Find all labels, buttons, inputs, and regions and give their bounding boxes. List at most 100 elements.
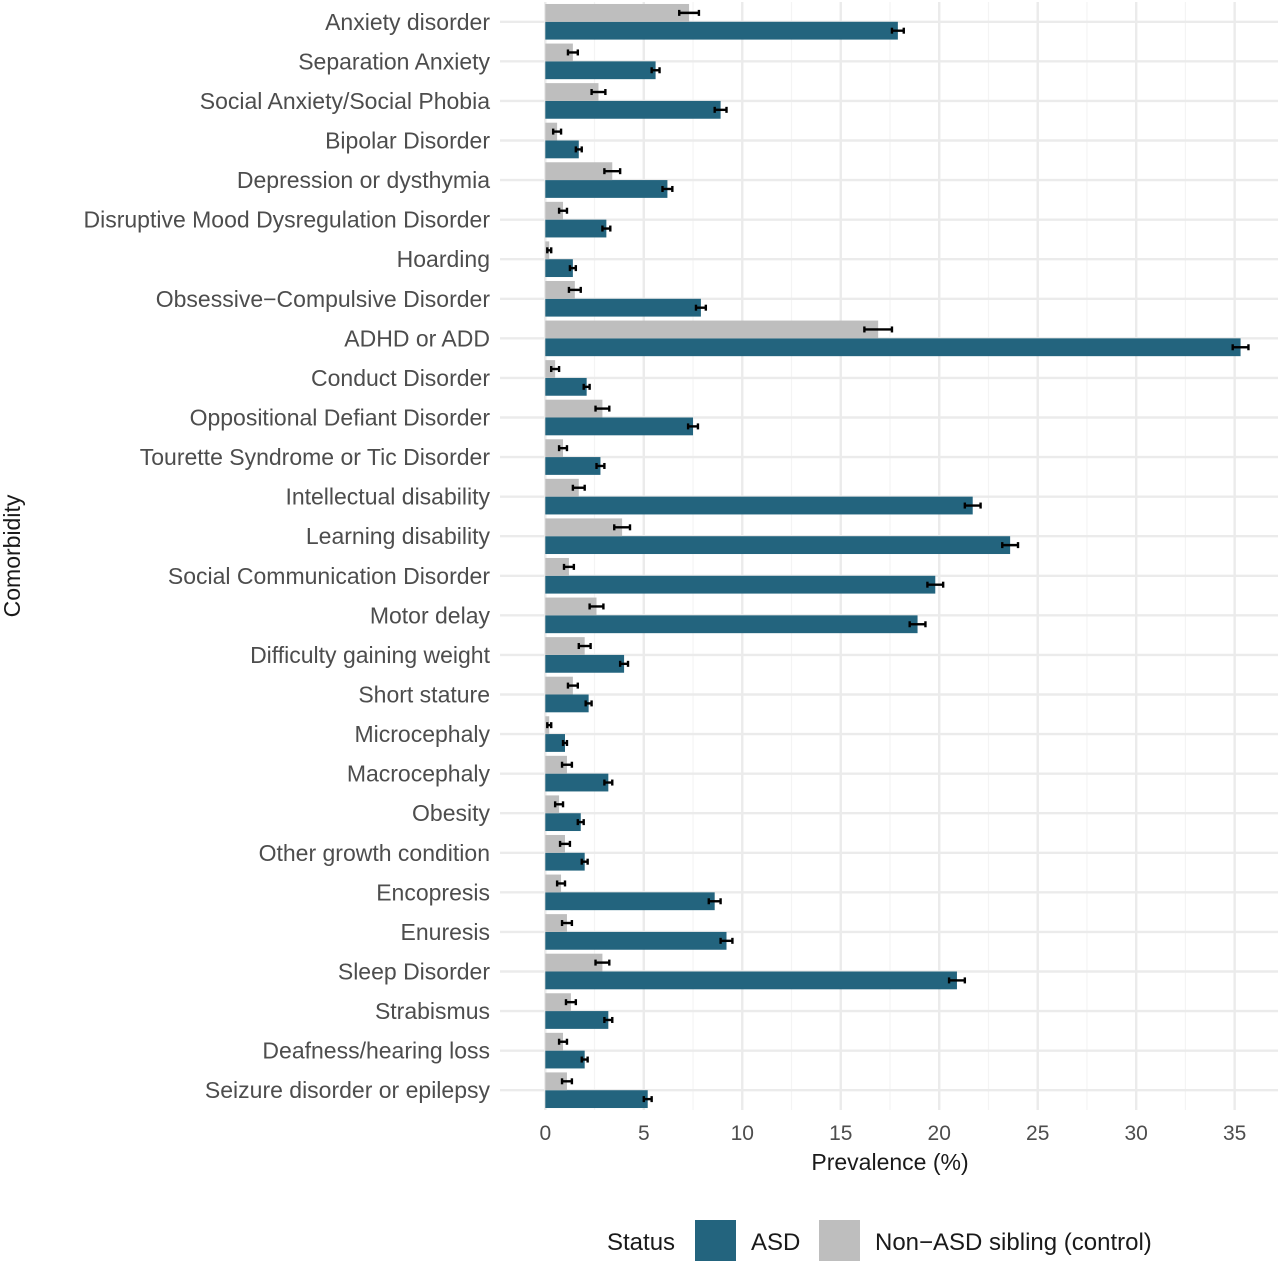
bar-non-asd-sibling-control-short-stature [545, 676, 573, 695]
bar-non-asd-sibling-control-learning-disability [545, 518, 623, 537]
bar-non-asd-sibling-control-deafness-hearing-loss [545, 1032, 564, 1051]
errorbar-non-asd-sibling-control-adhd-or-add [863, 326, 894, 333]
bar-non-asd-sibling-control-obsessive-compulsive-disorder [545, 280, 575, 299]
bar-non-asd-sibling-control-encopresis [545, 874, 562, 893]
bar-non-asd-sibling-control-intellectual-disability [545, 478, 579, 497]
category-label: Motor delay [370, 602, 491, 628]
x-axis-title: Prevalence (%) [811, 1149, 968, 1175]
errorbar-non-asd-sibling-control-encopresis [555, 880, 567, 887]
bar-non-asd-sibling-control-tourette-syndrome-or-tic-disorder [545, 439, 564, 458]
legend-key-control [819, 1220, 860, 1261]
errorbar-asd-adhd-or-add [1231, 344, 1250, 351]
category-label: ADHD or ADD [344, 325, 490, 351]
category-label: Obesity [412, 800, 490, 826]
errorbar-asd-macrocephaly [603, 779, 614, 786]
bar-asd-difficulty-gaining-weight [545, 654, 625, 673]
x-tick-label: 35 [1223, 1122, 1246, 1145]
bar-asd-seizure-disorder-or-epilepsy [545, 1090, 648, 1109]
errorbar-non-asd-sibling-control-obsessive-compulsive-disorder [567, 286, 582, 293]
errorbar-non-asd-sibling-control-conduct-disorder [550, 366, 561, 373]
category-label: Short stature [358, 682, 490, 708]
errorbar-non-asd-sibling-control-social-communication-disorder [562, 563, 576, 570]
category-label: Microcephaly [355, 721, 491, 747]
bar-non-asd-sibling-control-anxiety-disorder [545, 3, 690, 22]
errorbar-asd-social-communication-disorder [926, 581, 945, 588]
errorbar-non-asd-sibling-control-tourette-syndrome-or-tic-disorder [557, 445, 569, 452]
bar-non-asd-sibling-control-disruptive-mood-dysregulation-disorder [545, 201, 564, 220]
category-label: Depression or dysthymia [237, 167, 490, 193]
errorbar-non-asd-sibling-control-social-anxiety-social-phobia [590, 89, 607, 96]
bar-asd-strabismus [545, 1011, 609, 1029]
bar-non-asd-sibling-control-social-communication-disorder [545, 557, 569, 576]
bar-non-asd-sibling-control-motor-delay [545, 597, 597, 616]
category-label: Disruptive Mood Dysregulation Disorder [84, 207, 491, 233]
errorbar-non-asd-sibling-control-strabismus [564, 999, 578, 1006]
errorbar-non-asd-sibling-control-anxiety-disorder [678, 9, 701, 16]
category-label: Seizure disorder or epilepsy [205, 1077, 491, 1103]
bar-asd-hoarding [545, 259, 573, 278]
y-axis-title: Comorbidity [0, 494, 25, 617]
bar-non-asd-sibling-control-difficulty-gaining-weight [545, 637, 585, 655]
errorbar-asd-seizure-disorder-or-epilepsy [642, 1096, 653, 1103]
errorbar-non-asd-sibling-control-intellectual-disability [571, 484, 586, 491]
errorbar-asd-microcephaly [561, 739, 569, 746]
bar-asd-social-anxiety-social-phobia [545, 100, 721, 119]
errorbar-asd-intellectual-disability [963, 502, 982, 509]
bar-asd-deafness-hearing-loss [545, 1050, 585, 1069]
category-label: Enuresis [401, 919, 490, 945]
category-label: Oppositional Defiant Disorder [190, 405, 491, 431]
bar-asd-separation-anxiety [545, 61, 656, 80]
errorbar-non-asd-sibling-control-learning-disability [613, 524, 632, 531]
category-label: Strabismus [375, 998, 490, 1024]
category-label: Deafness/hearing loss [262, 1038, 490, 1064]
category-label: Social Anxiety/Social Phobia [200, 88, 490, 114]
bar-asd-conduct-disorder [545, 377, 587, 396]
category-label: Intellectual disability [285, 484, 490, 510]
errorbar-asd-motor-delay [908, 621, 927, 628]
errorbar-non-asd-sibling-control-bipolar-disorder [551, 128, 563, 135]
errorbar-non-asd-sibling-control-deafness-hearing-loss [557, 1038, 569, 1045]
category-label: Conduct Disorder [311, 365, 490, 391]
errorbar-non-asd-sibling-control-hoarding [546, 247, 553, 254]
category-label: Anxiety disorder [325, 9, 490, 35]
errorbar-non-asd-sibling-control-macrocephaly [560, 761, 574, 768]
bar-asd-sleep-disorder [545, 971, 957, 990]
errorbar-asd-conduct-disorder [582, 383, 591, 390]
category-label: Hoarding [397, 246, 490, 272]
errorbar-non-asd-sibling-control-seizure-disorder-or-epilepsy [560, 1078, 574, 1085]
x-tick-label: 0 [539, 1122, 551, 1145]
bars [545, 3, 1241, 1109]
legend-label-control: Non−ASD sibling (control) [875, 1229, 1152, 1256]
errorbar-non-asd-sibling-control-separation-anxiety [566, 49, 579, 56]
bar-asd-other-growth-condition [545, 852, 585, 871]
errorbar-asd-anxiety-disorder [890, 27, 905, 34]
category-label: Difficulty gaining weight [250, 642, 491, 668]
category-label: Sleep Disorder [338, 959, 490, 985]
bar-asd-encopresis [545, 892, 715, 911]
bar-asd-learning-disability [545, 536, 1011, 555]
category-label: Bipolar Disorder [325, 128, 490, 154]
errorbar-asd-depression-or-dysthymia [661, 185, 674, 192]
errorbar-asd-sleep-disorder [947, 977, 967, 984]
category-label: Social Communication Disorder [168, 563, 490, 589]
bar-asd-adhd-or-add [545, 338, 1241, 357]
bar-non-asd-sibling-control-strabismus [545, 993, 571, 1012]
errorbar-asd-disruptive-mood-dysregulation-disorder [601, 225, 612, 232]
x-tick-labels: 0 5 10 15 20 25 30 35 [539, 1122, 1246, 1145]
errorbar-asd-short-stature [584, 700, 593, 707]
bar-non-asd-sibling-control-seizure-disorder-or-epilepsy [545, 1072, 567, 1091]
bar-asd-bipolar-disorder [545, 140, 579, 159]
bar-non-asd-sibling-control-obesity [545, 795, 560, 814]
bar-asd-short-stature [545, 694, 589, 713]
x-tick-label: 25 [1026, 1122, 1049, 1145]
errorbar-asd-learning-disability [1001, 542, 1020, 549]
grid-lines [500, 2, 1278, 1110]
bar-asd-disruptive-mood-dysregulation-disorder [545, 219, 607, 238]
category-label: Other growth condition [259, 840, 490, 866]
errorbar-non-asd-sibling-control-difficulty-gaining-weight [577, 643, 592, 650]
x-tick-label: 20 [928, 1122, 951, 1145]
errorbar-non-asd-sibling-control-obesity [553, 801, 565, 808]
bar-non-asd-sibling-control-social-anxiety-social-phobia [545, 83, 599, 101]
x-tick-label: 30 [1125, 1122, 1148, 1145]
errorbar-asd-bipolar-disorder [574, 146, 583, 153]
